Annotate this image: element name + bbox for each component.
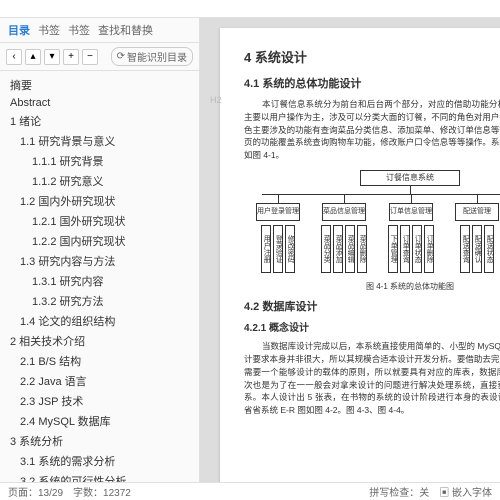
toc-item[interactable]: 1.4 论文的组织结构 [0, 311, 199, 331]
diagram-leaf: 修改密码 [285, 225, 295, 273]
diagram-leaf: 菜品编辑 [345, 225, 355, 273]
diagram-root: 订餐信息系统 [360, 170, 460, 186]
up-button[interactable]: ▴ [25, 49, 41, 65]
page: 4 系统设计 4.1 系统的总体功能设计 本订餐信息系统分为前台和后台两个部分，… [220, 28, 500, 482]
diagram-node: 菜品信息管理 [322, 203, 366, 221]
smart-toc-button[interactable]: ⟳智能识别目录 [111, 47, 193, 66]
diagram-leaf: 订单删除 [424, 225, 434, 273]
toc-item[interactable]: 1.1.1 研究背景 [0, 151, 199, 171]
add-button[interactable]: + [63, 49, 79, 65]
heading-3: 4.1 系统的总体功能设计 [244, 76, 500, 93]
tab-bookmark1[interactable]: 书签 [38, 22, 60, 38]
diagram-leaf: 下单管理 [388, 225, 398, 273]
refresh-icon: ⟳ [117, 51, 125, 62]
tab-find[interactable]: 查找和替换 [98, 22, 153, 38]
toc-item[interactable]: 1.1.2 研究意义 [0, 171, 199, 191]
toc-item[interactable]: 1.1 研究背景与意义 [0, 131, 199, 151]
status-spellcheck[interactable]: 拼写检查：关 [369, 484, 429, 499]
toc-item[interactable]: 2.2 Java 语言 [0, 371, 199, 391]
diagram-node: 用户登录管理 [256, 203, 300, 221]
figure-caption: 图 4-1 系统的总体功能图 [244, 281, 500, 293]
diagram-leaf: 订单状态 [412, 225, 422, 273]
toc-item[interactable]: 1.2.2 国内研究现状 [0, 231, 199, 251]
sidebar-tabs: 目录 书签 书签 查找和替换 [0, 18, 199, 43]
toc-item[interactable]: 1.3.2 研究方法 [0, 291, 199, 311]
diagram-leaf: 菜品删除 [357, 225, 367, 273]
toc-item[interactable]: 摘要 [0, 75, 199, 95]
toc-item[interactable]: 3.1 系统的需求分析 [0, 451, 199, 471]
status-bar: 页面：13/29 字数：12372 拼写检查：关 ▣ 嵌入字体 [0, 482, 500, 500]
diagram-leaf: 配送查询 [460, 225, 470, 273]
down-button[interactable]: ▾ [44, 49, 60, 65]
diagram-node: 配送管理 [455, 203, 499, 221]
toc-item[interactable]: 1.2 国内外研究现状 [0, 191, 199, 211]
toc-item[interactable]: 3 系统分析 [0, 431, 199, 451]
toc-item[interactable]: 2.1 B/S 结构 [0, 351, 199, 371]
toc-item[interactable]: Abstract [0, 95, 199, 111]
diagram-leaf: 菜品分类 [321, 225, 331, 273]
diagram-leaf: 订单查询 [400, 225, 410, 273]
toc-list: 摘要Abstract1 绪论1.1 研究背景与意义1.1.1 研究背景1.1.2… [0, 71, 199, 482]
toc-item[interactable]: 2.3 JSP 技术 [0, 391, 199, 411]
diagram-leaf: 配送确认 [472, 225, 482, 273]
document-viewport[interactable]: H2 4 系统设计 4.1 系统的总体功能设计 本订餐信息系统分为前台和后台两个… [200, 18, 500, 482]
toc-toolbar: ‹ ▴ ▾ + − ⟳智能识别目录 [0, 43, 199, 71]
toc-item[interactable]: 1.3 研究内容与方法 [0, 251, 199, 271]
tab-bookmark2[interactable]: 书签 [68, 22, 90, 38]
diagram-leaf: 菜品添加 [333, 225, 343, 273]
heading-4: 4.2.1 概念设计 [244, 321, 500, 336]
diagram-leaf: 配送状态 [484, 225, 494, 273]
paragraph: 本订餐信息系统分为前台和后台两个部分，对应的借助功能分析进行说明。前台，主要以用… [244, 98, 500, 162]
app-topbar [0, 0, 500, 18]
heading-3: 4.2 数据库设计 [244, 299, 500, 316]
minus-button[interactable]: − [82, 49, 98, 65]
collapse-button[interactable]: ‹ [6, 49, 22, 65]
status-page[interactable]: 页面：13/29 [8, 484, 63, 499]
toc-item[interactable]: 2 相关技术介绍 [0, 331, 199, 351]
status-words[interactable]: 字数：12372 [73, 484, 131, 499]
diagram-leaf: 登录验证 [273, 225, 283, 273]
status-embed-font[interactable]: ▣ 嵌入字体 [439, 484, 492, 499]
heading-2: 4 系统设计 [244, 48, 500, 68]
diagram-leaf: 用户注册 [261, 225, 271, 273]
tab-toc[interactable]: 目录 [8, 22, 30, 38]
toc-item[interactable]: 3.2 系统的可行性分析 [0, 471, 199, 482]
sidebar: 目录 书签 书签 查找和替换 ‹ ▴ ▾ + − ⟳智能识别目录 摘要Abstr… [0, 18, 200, 482]
org-diagram: 订餐信息系统 用户登录管理用户注册登录验证修改密码菜品信息管理菜品分类菜品添加菜… [250, 170, 500, 273]
diagram-node: 订单信息管理 [389, 203, 433, 221]
toc-item[interactable]: 1.2.1 国外研究现状 [0, 211, 199, 231]
toc-item[interactable]: 2.4 MySQL 数据库 [0, 411, 199, 431]
toc-item[interactable]: 1 绪论 [0, 111, 199, 131]
toc-item[interactable]: 1.3.1 研究内容 [0, 271, 199, 291]
heading-marker: H2 [210, 95, 222, 105]
paragraph: 当数据库设计完成以后，本系统直接使用简单的、小型的 MySQL 数据库。因为本设… [244, 340, 500, 417]
